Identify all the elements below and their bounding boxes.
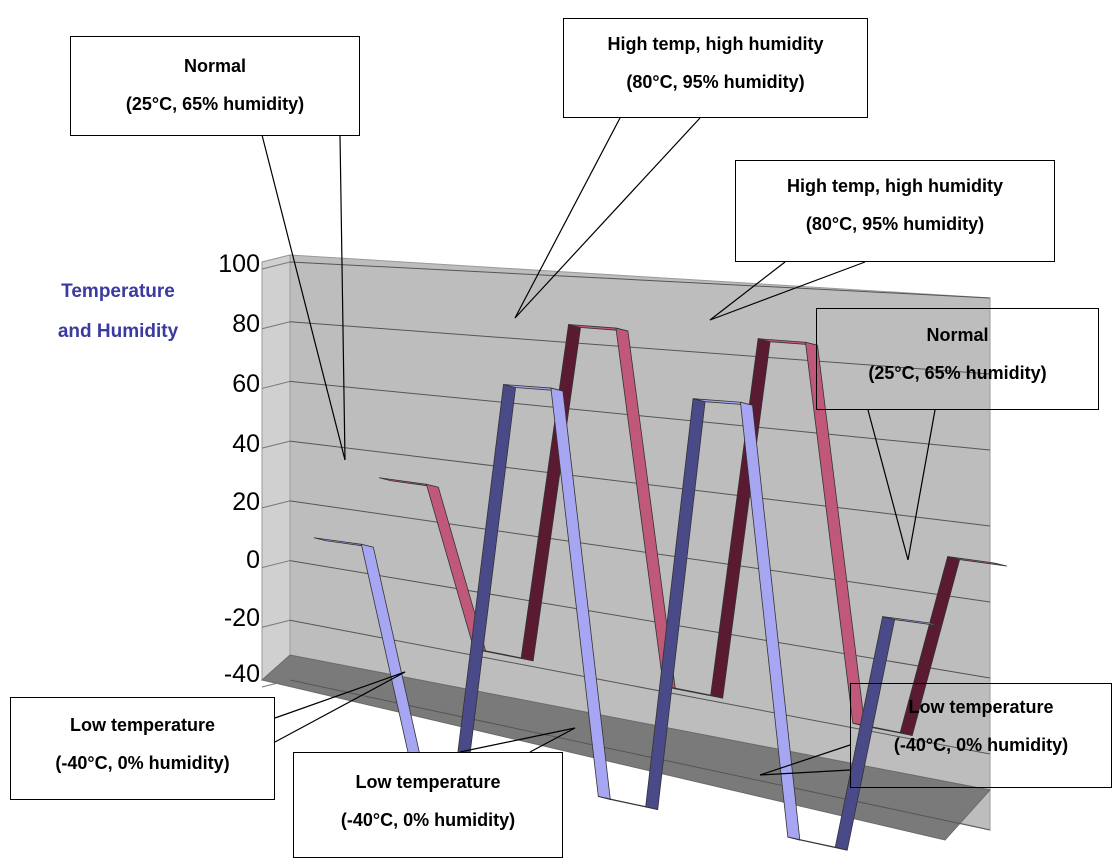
y-axis-label-line2: and Humidity [57,321,179,342]
gridline [289,619,991,755]
y-tick-label: 80 [232,310,260,338]
gridline [261,619,291,628]
leader-line [514,117,621,319]
callout-title: Normal [926,325,989,345]
callout-low-right: Low temperature (-40°C, 0% humidity) [850,683,1112,788]
leader-line [274,671,406,719]
y-tick-label: 100 [218,250,260,278]
callout-title: Low temperature [69,715,216,735]
y-tick-label: 40 [232,430,260,458]
callout-detail: (25°C, 65% humidity) [125,94,305,114]
chart-side-wall [261,254,291,681]
callout-detail: (80°C, 95% humidity) [626,72,805,92]
leader-line [907,409,936,561]
callout-high-top: High temp, high humidity (80°C, 95% humi… [563,18,868,118]
leader-line [339,134,346,461]
leader-line [459,727,576,753]
series-segment [882,616,943,627]
gridline [289,500,991,603]
y-axis-label-line1: Temperature [61,281,175,302]
y-tick-label: -40 [223,660,260,688]
y-tick-label: 0 [246,546,260,574]
callout-low-mid: Low temperature (-40°C, 0% humidity) [293,752,563,858]
leader-line [529,727,576,753]
callout-detail: (-40°C, 0% humidity) [893,735,1069,755]
callout-normal-left: Normal (25°C, 65% humidity) [70,36,360,136]
gridline [261,560,291,569]
y-tick-label: -20 [223,604,260,632]
y-axis-label: Temperature and Humidity [38,272,198,352]
callout-title: Normal [183,56,246,76]
leader-line [867,409,909,561]
leader-line [709,261,786,321]
gridline [261,440,291,449]
callout-leader-lines [261,117,936,776]
chart-floor [260,654,991,841]
gridline [261,261,291,270]
gridline [289,380,991,451]
y-tick-label: 60 [232,370,260,398]
gridline [261,321,291,330]
gridline [261,679,291,688]
series-segment [947,556,1008,567]
callout-detail: (-40°C, 0% humidity) [340,810,516,830]
leader-line [261,134,346,461]
callout-low-left: Low temperature (-40°C, 0% humidity) [10,697,275,800]
y-tick-label: 20 [232,488,260,516]
gridline [289,261,991,299]
leader-line [759,744,851,776]
callout-title: Low temperature [355,772,501,792]
callout-normal-right: Normal (25°C, 65% humidity) [816,308,1099,410]
callout-title: Low temperature [908,697,1054,717]
leader-line [709,261,866,321]
callout-detail: (25°C, 65% humidity) [868,363,1047,383]
callout-title: High temp, high humidity [787,176,1003,196]
leader-line [274,671,406,743]
gridline [289,560,991,679]
callout-title: High temp, high humidity [607,34,824,54]
callout-detail: (-40°C, 0% humidity) [55,753,230,773]
callout-detail: (80°C, 95% humidity) [805,214,985,234]
gridline [289,321,991,375]
leader-line [759,769,851,776]
gridline [261,500,291,509]
callout-high-right: High temp, high humidity (80°C, 95% humi… [735,160,1055,262]
leader-line [514,117,701,319]
gridline [261,380,291,389]
series-layer [313,324,1008,851]
